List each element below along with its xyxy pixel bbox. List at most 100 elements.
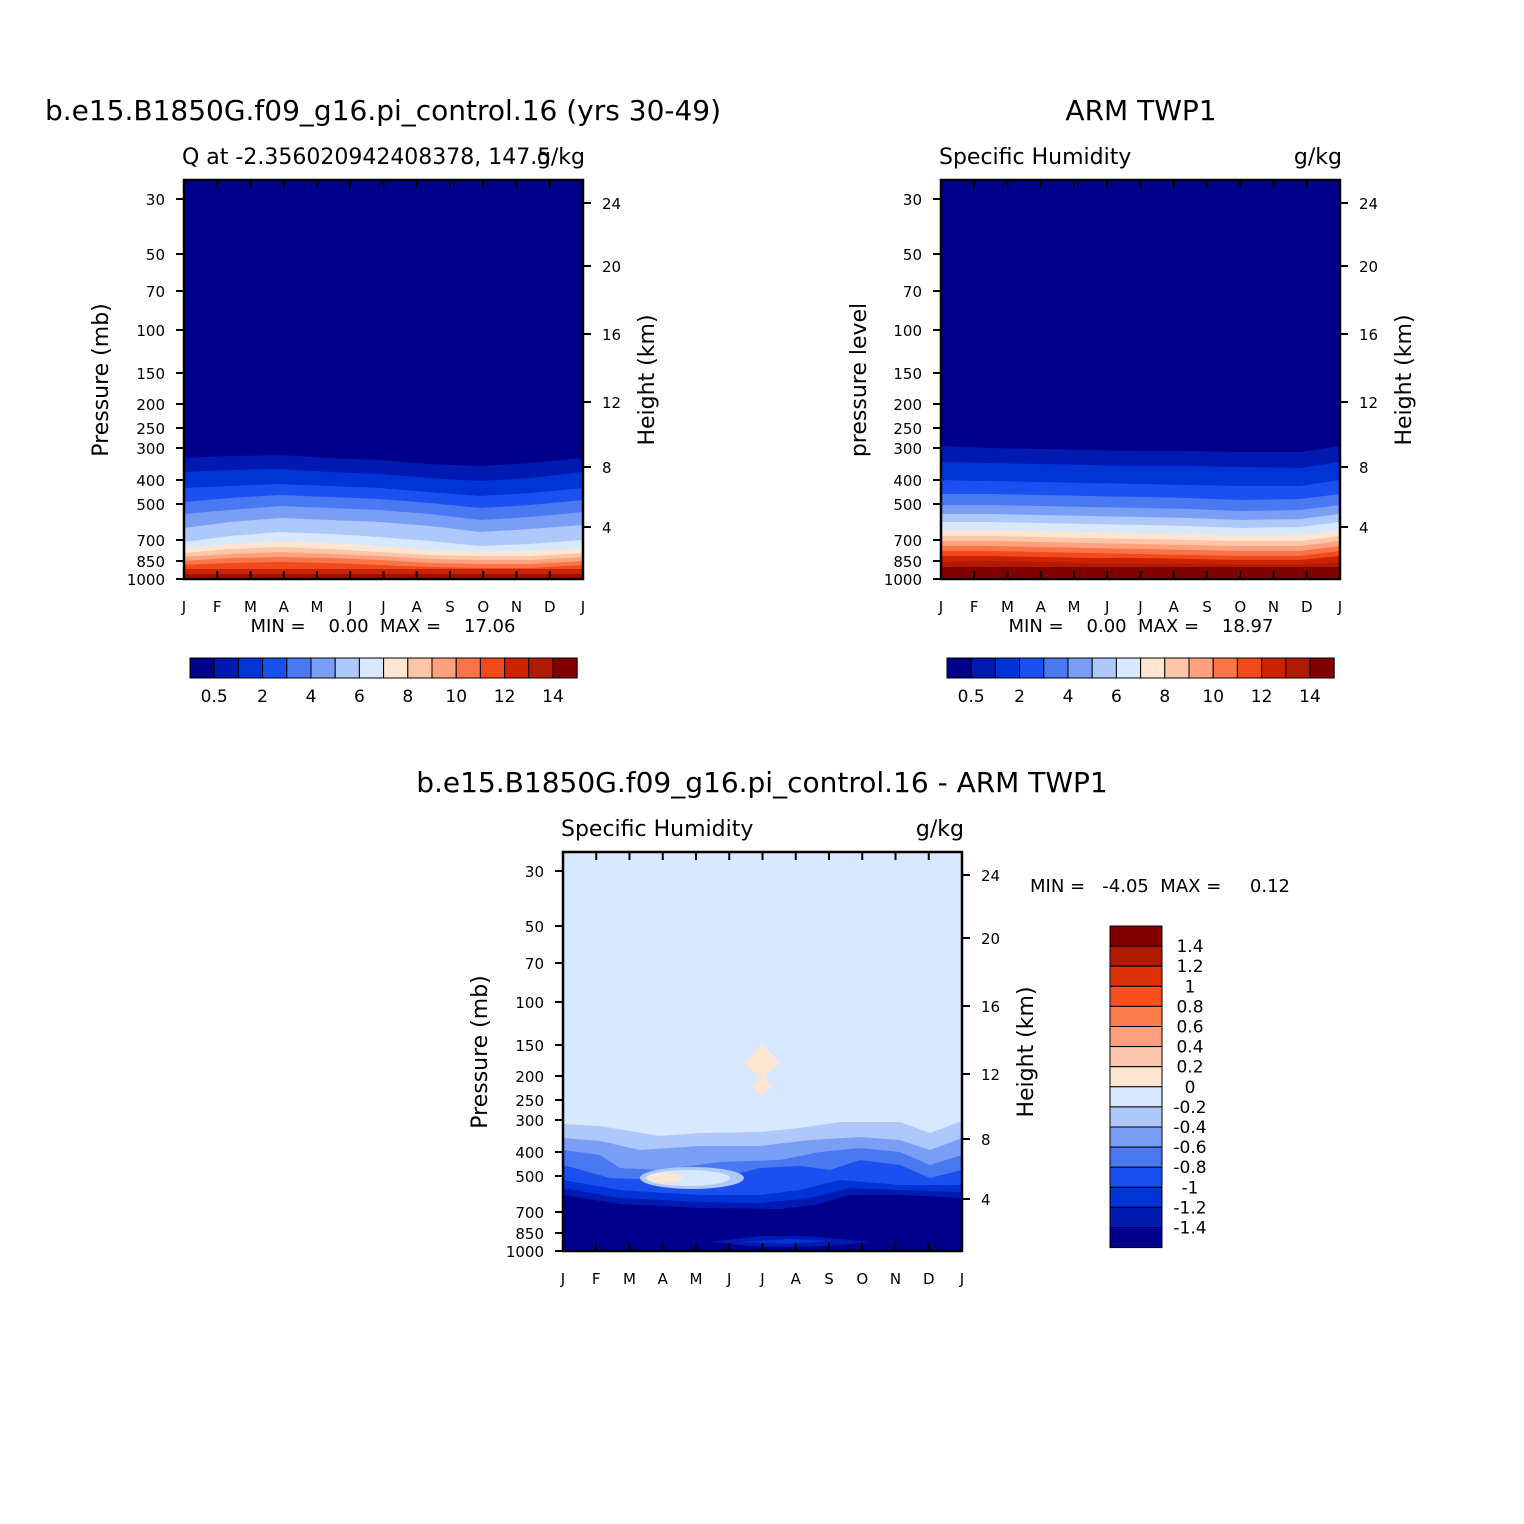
panel-model: b.e15.B1850G.f09_g16.pi_control.16 (yrs …	[45, 94, 721, 707]
colorbar-label: 12	[1251, 687, 1273, 707]
colorbar-swatch	[455, 657, 481, 679]
colorbar-label: 0.5	[201, 687, 228, 707]
colorbar-swatch	[1164, 657, 1190, 679]
colorbar-swatch	[1109, 945, 1163, 967]
colorbar-label: 1	[1185, 977, 1196, 997]
panel-model-subtitle: Q at -2.356020942408378, 147.5	[182, 145, 551, 170]
panel-model-colorbar: 0.5 2 4 6 8 10 12 14	[189, 657, 578, 707]
colorbar-label: -0.8	[1173, 1158, 1206, 1178]
height-tick-label: 24	[981, 867, 1000, 885]
colorbar-swatch	[1115, 657, 1142, 679]
colorbar-label: 1.4	[1176, 937, 1203, 957]
panel-obs-units: g/kg	[1294, 145, 1342, 170]
y-tick-label: 100	[136, 322, 165, 340]
colorbar-swatch	[1067, 657, 1093, 679]
x-tick-label: A	[1169, 598, 1180, 616]
colorbar-label: 6	[354, 687, 365, 707]
panel-obs-ylabel-right: Height (km)	[1392, 314, 1417, 445]
y-tick-label: 50	[146, 246, 165, 264]
colorbar-swatch	[1109, 1186, 1163, 1208]
y-tick-label: 400	[136, 472, 165, 490]
x-tick-label: M	[1001, 598, 1014, 616]
colorbar-swatch	[237, 657, 264, 679]
x-tick-label: J	[959, 1270, 964, 1288]
colorbar-label: -0.4	[1173, 1118, 1206, 1138]
x-tick-label: J	[181, 598, 186, 616]
x-tick-label: A	[412, 598, 423, 616]
panel-obs-axes: J F M A M J J A S O N D J 30 50 70 100 150 200 250 300 400 500…	[884, 180, 1378, 616]
y-tick-label: 250	[515, 1092, 544, 1110]
colorbar-label: 0.6	[1176, 1018, 1203, 1038]
colorbar-swatch	[1285, 657, 1311, 679]
height-tick-label: 16	[1359, 326, 1378, 344]
colorbar-swatch	[1109, 1166, 1163, 1188]
colorbar-swatch	[552, 657, 578, 679]
y-tick-label: 200	[893, 396, 922, 414]
panel-diff-ylabel-right: Height (km)	[1014, 986, 1039, 1117]
y-tick-label: 100	[893, 322, 922, 340]
x-tick-label: N	[511, 598, 522, 616]
colorbar-swatch	[310, 657, 336, 679]
colorbar-label: 14	[1299, 687, 1321, 707]
height-tick-label: 20	[981, 930, 1000, 948]
y-tick-label: 50	[903, 246, 922, 264]
field-band	[563, 1195, 962, 1251]
y-tick-label: 850	[893, 553, 922, 571]
height-tick-label: 24	[602, 195, 621, 213]
height-tick-label: 20	[602, 258, 621, 276]
colorbar-label: 2	[1014, 687, 1025, 707]
x-tick-label: J	[1104, 598, 1109, 616]
colorbar-swatch	[1261, 657, 1287, 679]
panel-obs-title: ARM TWP1	[1065, 94, 1216, 127]
y-tick-label: 30	[903, 191, 922, 209]
y-tick-label: 50	[525, 918, 544, 936]
colorbar-swatch	[1019, 657, 1045, 679]
colorbar-swatch	[479, 657, 506, 679]
colorbar-label: 0.4	[1176, 1038, 1203, 1058]
field-feature	[647, 1173, 683, 1183]
panel-diff: b.e15.B1850G.f09_g16.pi_control.16 - ARM…	[416, 766, 1290, 1288]
colorbar-label: 10	[1202, 687, 1224, 707]
colorbar-label: -0.6	[1173, 1138, 1206, 1158]
y-tick-label: 70	[903, 283, 922, 301]
colorbar-label: 4	[1063, 687, 1074, 707]
y-tick-label: 850	[515, 1225, 544, 1243]
x-tick-label: J	[560, 1270, 565, 1288]
height-tick-label: 8	[1359, 459, 1369, 477]
y-tick-label: 150	[515, 1037, 544, 1055]
colorbar-swatch	[1109, 965, 1163, 987]
colorbar-swatch	[1212, 657, 1238, 679]
panel-model-ylabel-left: Pressure (mb)	[89, 303, 114, 457]
field-feature	[740, 1239, 830, 1244]
colorbar-swatch	[994, 657, 1021, 679]
colorbar-swatch	[286, 657, 312, 679]
colorbar-label: 0.2	[1176, 1058, 1203, 1078]
y-tick-label: 850	[136, 553, 165, 571]
y-tick-label: 70	[146, 283, 165, 301]
x-tick-label: J	[938, 598, 943, 616]
y-tick-label: 400	[515, 1144, 544, 1162]
colorbar-swatch	[1109, 1086, 1163, 1108]
x-tick-label: S	[824, 1270, 834, 1288]
y-tick-label: 1000	[884, 571, 922, 589]
colorbar-swatch	[1109, 1206, 1163, 1229]
colorbar-label: -1	[1182, 1178, 1199, 1198]
x-tick-label: M	[311, 598, 324, 616]
panel-model-axes: J F M A M J J A S O N D J 30 50 70 100 150 200 250 300 400 500…	[127, 180, 621, 616]
colorbar-label: 12	[494, 687, 516, 707]
field-feature	[744, 1045, 780, 1078]
colorbar-label: 8	[1159, 687, 1170, 707]
height-tick-label: 8	[602, 459, 612, 477]
height-tick-label: 12	[981, 1066, 1000, 1084]
colorbar-swatch	[262, 657, 288, 679]
y-tick-label: 700	[893, 532, 922, 550]
x-tick-label: A	[791, 1270, 802, 1288]
x-tick-label: F	[213, 598, 222, 616]
colorbar-swatch	[1109, 1026, 1163, 1048]
height-tick-label: 24	[1359, 195, 1378, 213]
panel-diff-ylabel-left: Pressure (mb)	[468, 975, 493, 1129]
panel-model-stats: MIN = 0.00 MAX = 17.06	[251, 616, 516, 637]
height-tick-label: 12	[602, 394, 621, 412]
panel-obs-field	[941, 180, 1340, 579]
colorbar-swatch	[1109, 985, 1163, 1007]
